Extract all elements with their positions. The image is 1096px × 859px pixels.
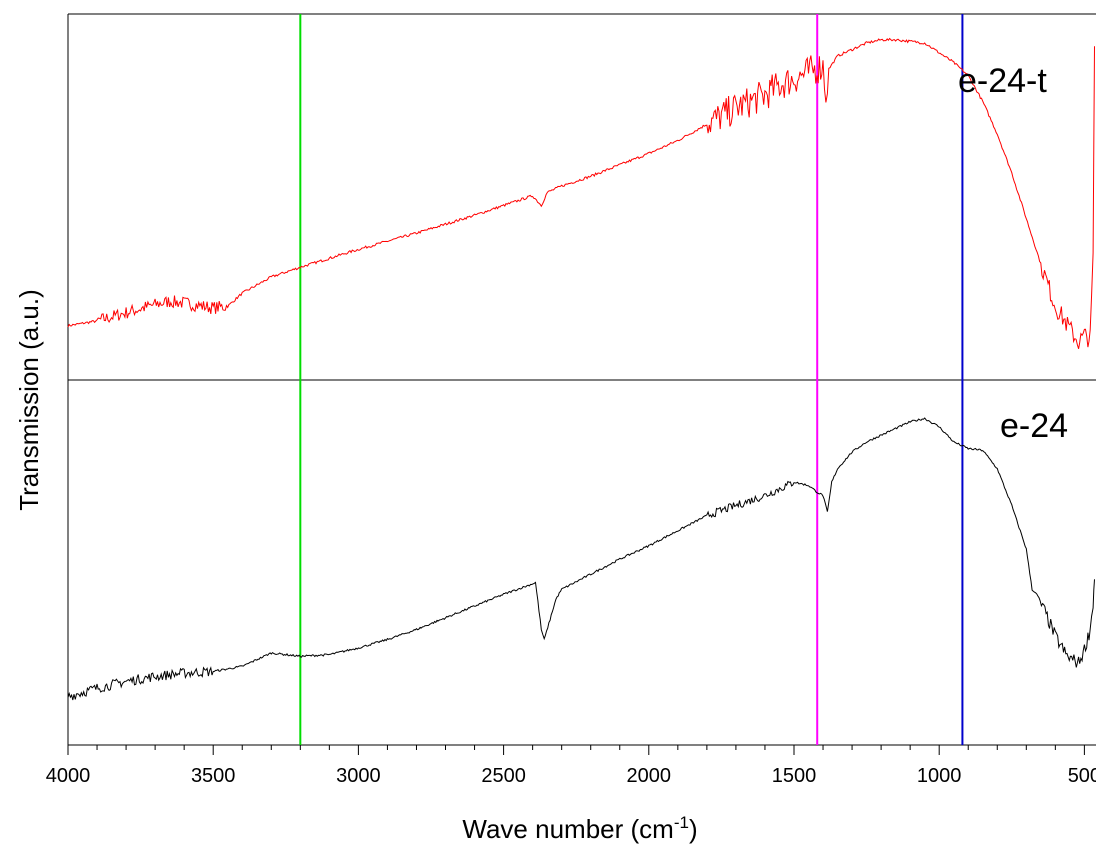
series-line-e-24	[68, 418, 1095, 700]
x-tick-label: 3000	[336, 765, 381, 787]
x-axis-title-superscript: -1	[674, 813, 689, 832]
x-tick-label: 2000	[627, 765, 672, 787]
x-tick-label: 2500	[481, 765, 526, 787]
series-line-e-24-t	[68, 39, 1095, 349]
x-ticks: 4000 3500 3000 2500 2000 1500 1000 500	[46, 745, 1096, 787]
x-axis-title: Wave number (cm-1)	[462, 813, 697, 844]
spectra	[68, 39, 1095, 701]
y-axis-title: Transmission (a.u.)	[14, 289, 44, 511]
x-tick-label: 4000	[46, 765, 91, 787]
series-label-e-24-t: e-24-t	[958, 62, 1047, 100]
x-tick-label: 3500	[191, 765, 236, 787]
series-label-e-24: e-24	[1000, 407, 1068, 445]
x-tick-label: 1500	[772, 765, 817, 787]
x-tick-label: 1000	[917, 765, 962, 787]
x-tick-label: 500	[1068, 765, 1096, 787]
